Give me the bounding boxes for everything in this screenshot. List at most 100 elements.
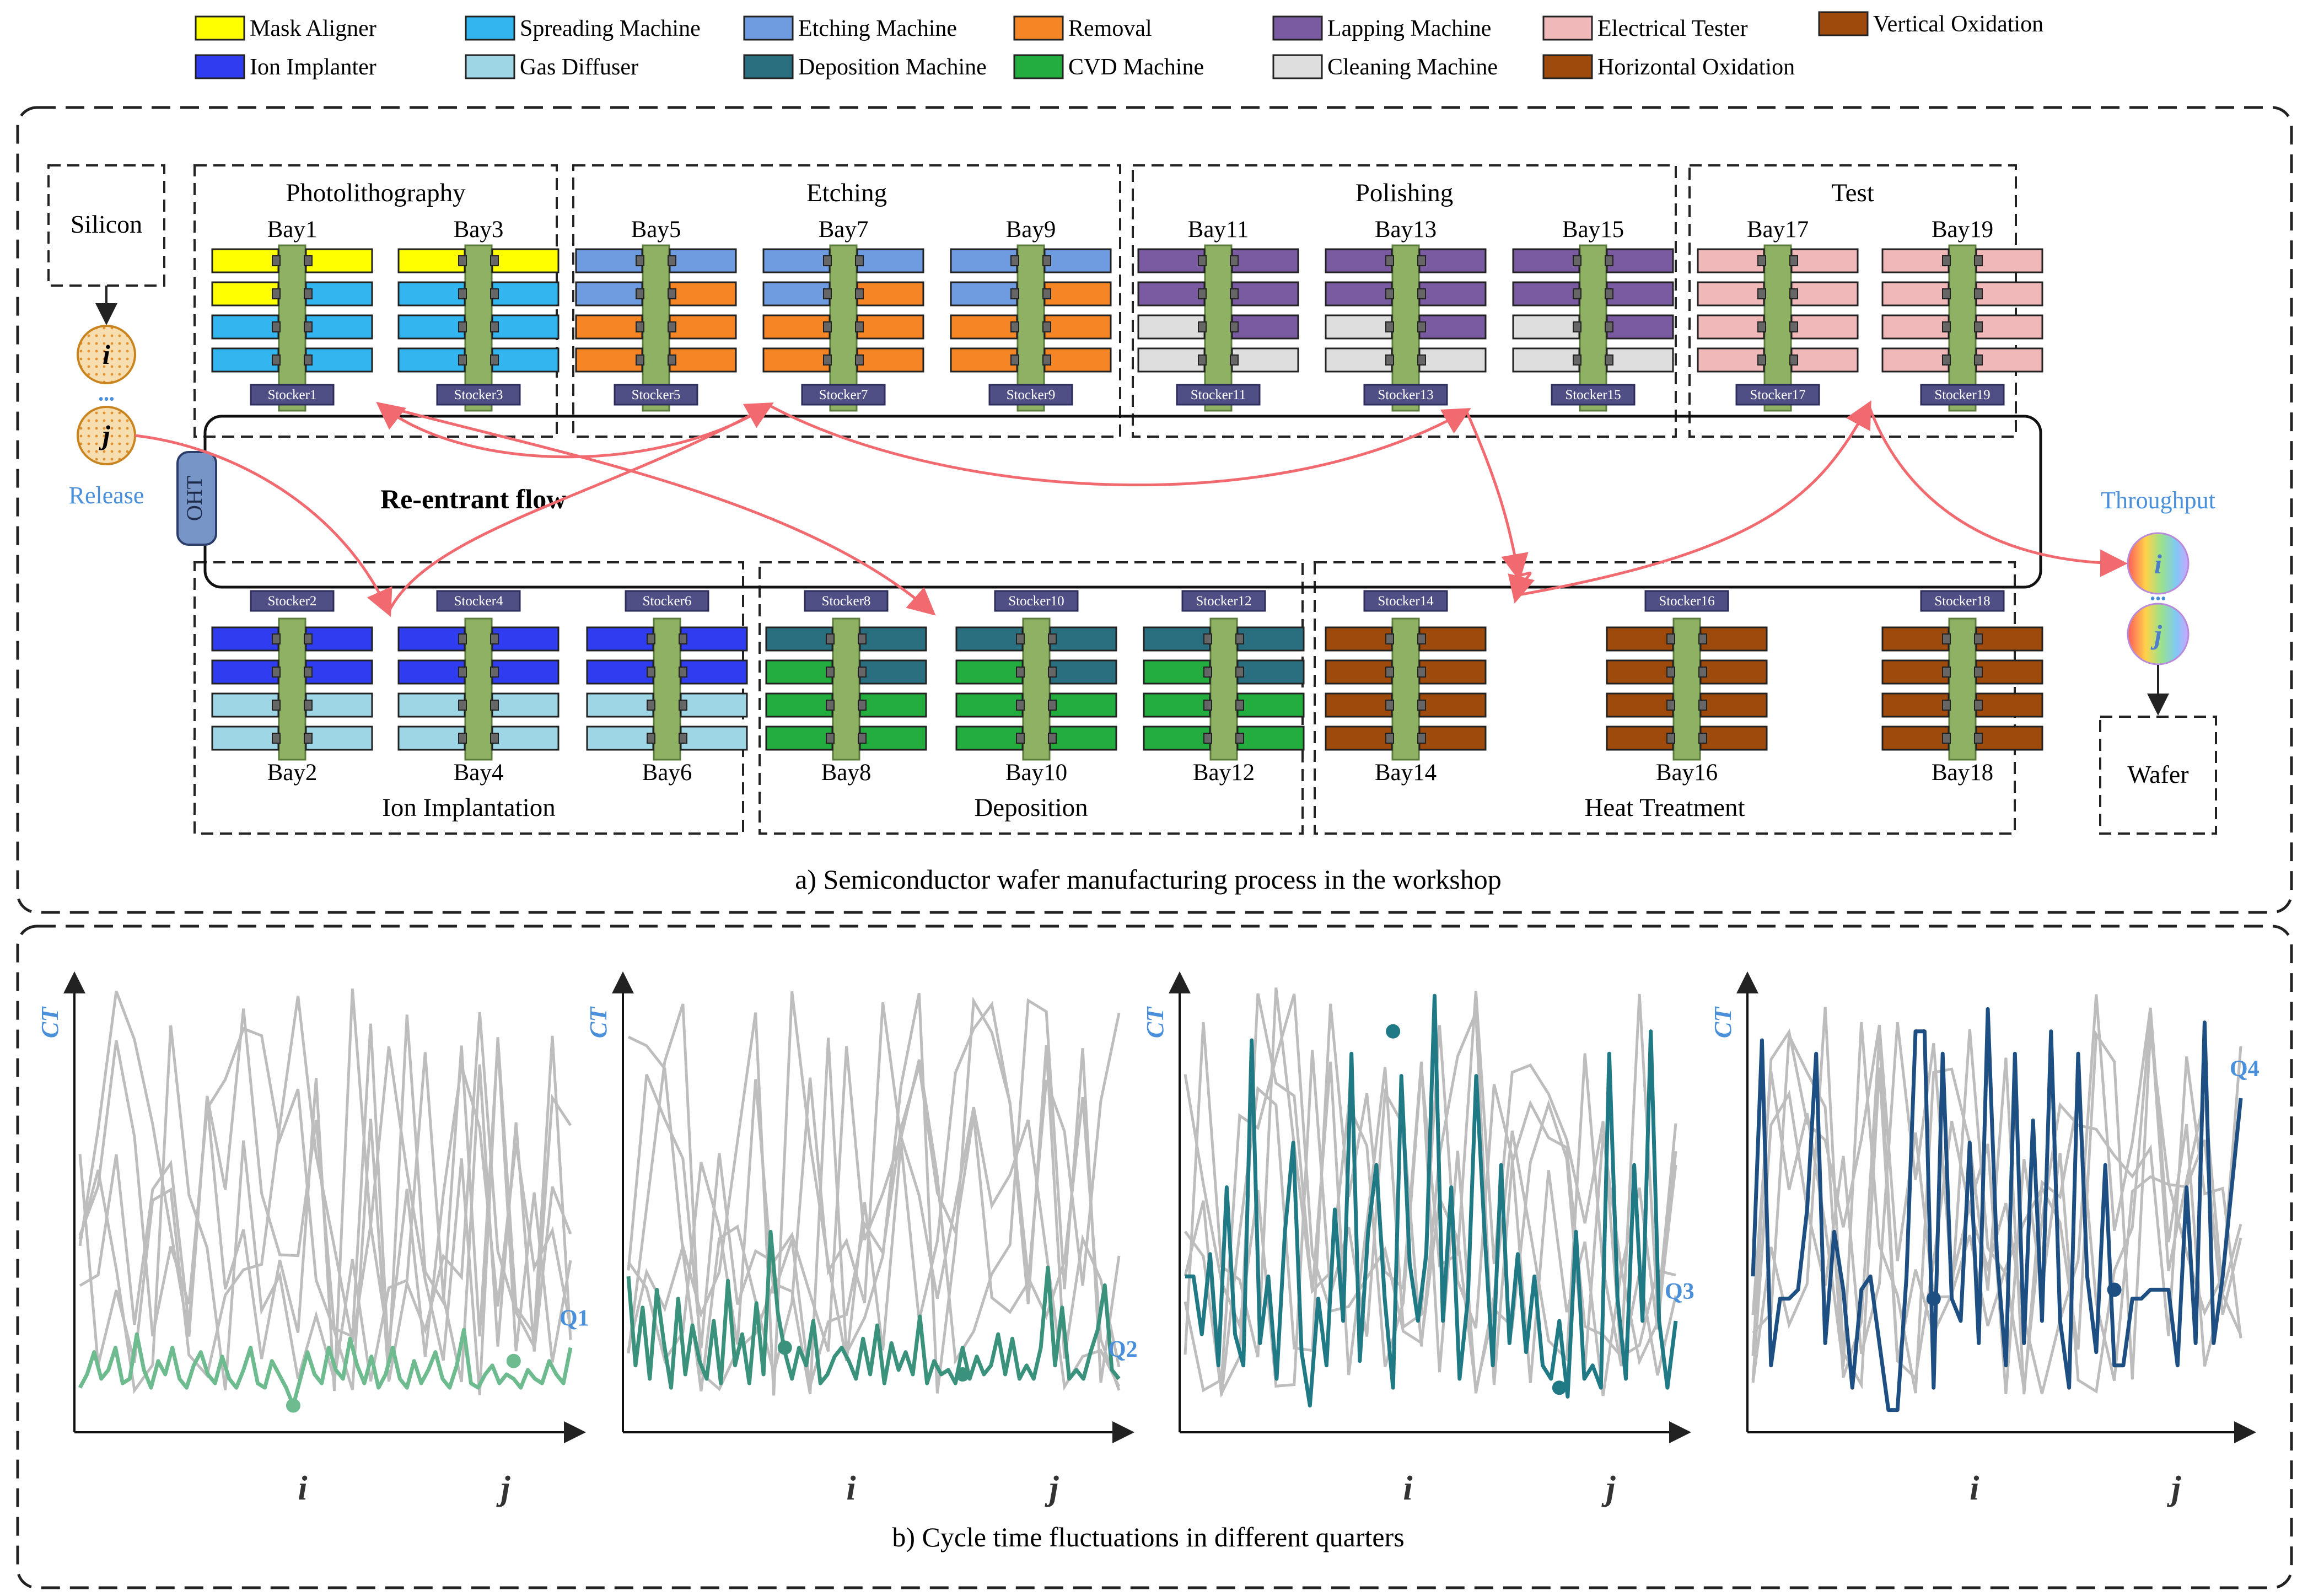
machine	[1790, 347, 1859, 373]
load-port	[458, 255, 467, 266]
machine	[1790, 248, 1859, 273]
machine	[1325, 726, 1393, 751]
load-port	[1417, 633, 1426, 644]
load-port	[1385, 700, 1394, 711]
machine	[1975, 626, 2043, 652]
machine	[1137, 314, 1206, 340]
load-port	[1048, 733, 1057, 744]
bay-group: Heat Treatment Bay14 Stocker14 Bay16 Stocker…	[1314, 561, 2043, 835]
y-axis-label: CT	[1709, 1006, 1736, 1038]
stocker	[1176, 384, 1261, 406]
load-port	[1010, 354, 1019, 366]
machine	[1418, 314, 1487, 340]
load-port	[304, 321, 313, 332]
legend-swatch	[1013, 54, 1064, 79]
stocker	[1363, 384, 1448, 406]
load-port	[304, 700, 313, 711]
machine	[950, 281, 1018, 307]
machine	[955, 726, 1024, 751]
legend-label: Removal	[1068, 16, 1152, 41]
load-port	[1016, 667, 1025, 678]
stocker	[1920, 590, 2005, 612]
machine	[765, 626, 833, 652]
rack	[1672, 617, 1701, 761]
load-port	[1016, 733, 1025, 744]
background-trace	[627, 998, 1121, 1391]
series-line	[626, 1229, 1121, 1390]
load-port	[826, 700, 835, 711]
machine	[1975, 281, 2043, 307]
load-port	[1385, 255, 1394, 266]
stocker-label: Stocker16	[1659, 594, 1714, 609]
machine	[1975, 659, 2043, 685]
machine	[1143, 626, 1211, 652]
legend-swatch	[195, 54, 245, 79]
machine	[1143, 692, 1211, 718]
machine	[575, 314, 643, 340]
machine	[1697, 248, 1765, 273]
bay-group: PolishingBay11Stocker11Bay13Stocker13Bay…	[1132, 164, 1677, 438]
load-port	[679, 700, 687, 711]
machine	[1881, 726, 1950, 751]
load-port	[1235, 667, 1244, 678]
load-port	[1417, 288, 1426, 299]
load-port	[1048, 700, 1057, 711]
load-port	[636, 288, 644, 299]
group-title: Polishing	[1355, 179, 1454, 207]
load-port	[1757, 288, 1766, 299]
bay: Bay3 Stocker3	[397, 217, 560, 412]
load-port	[1230, 255, 1239, 266]
stocker-label: Stocker9	[1007, 388, 1056, 402]
load-port	[1974, 255, 1983, 266]
legend-label: Cleaning Machine	[1327, 55, 1498, 80]
x-tick-label: i	[846, 1470, 856, 1507]
load-port	[1942, 288, 1951, 299]
load-port	[458, 354, 467, 366]
series-label: Q1	[560, 1305, 589, 1331]
load-port	[490, 321, 499, 332]
bay: Bay7 Stocker7	[762, 217, 924, 412]
rack	[464, 617, 493, 761]
machine	[1606, 726, 1674, 751]
y-axis-label: CT	[1142, 1006, 1169, 1038]
oht-label: OHT	[182, 476, 207, 521]
load-port	[1016, 700, 1025, 711]
stocker	[1920, 384, 2005, 406]
load-port	[1417, 667, 1426, 678]
machine	[856, 248, 924, 273]
machine	[1325, 248, 1393, 273]
machine	[1512, 314, 1580, 340]
stocker	[801, 384, 886, 406]
background-trace	[1751, 1007, 2242, 1390]
bay: Bay4 Stocker4	[397, 590, 560, 786]
machine	[305, 726, 373, 751]
load-port	[1042, 255, 1051, 266]
machine	[765, 659, 833, 685]
stocker-label: Stocker13	[1378, 388, 1433, 402]
machine	[669, 281, 737, 307]
load-port	[1666, 633, 1675, 644]
machine	[1143, 726, 1211, 751]
throughput-job-i-label: i	[2154, 549, 2162, 579]
stocker-label: Stocker8	[822, 594, 871, 609]
flow-bay1-to-bay10	[380, 404, 936, 616]
load-port	[1942, 667, 1951, 678]
legend-label: Gas Diffuser	[520, 55, 638, 80]
machine	[397, 281, 466, 307]
load-port	[858, 633, 867, 644]
machine	[1699, 626, 1768, 652]
machine	[859, 726, 927, 751]
reentrant-flow-arrows	[135, 400, 2128, 617]
machine	[491, 347, 560, 373]
machine	[856, 314, 924, 340]
load-port	[636, 255, 644, 266]
flow-bay7-to-bay1	[376, 401, 770, 459]
rack	[1209, 617, 1238, 761]
load-port	[1198, 255, 1207, 266]
load-port	[1417, 354, 1426, 366]
load-port	[1198, 321, 1207, 332]
legend-item: Cleaning Machine	[1272, 54, 1498, 80]
legend-item: Mask Aligner	[195, 15, 376, 41]
load-port	[1757, 321, 1766, 332]
load-port	[304, 733, 313, 744]
